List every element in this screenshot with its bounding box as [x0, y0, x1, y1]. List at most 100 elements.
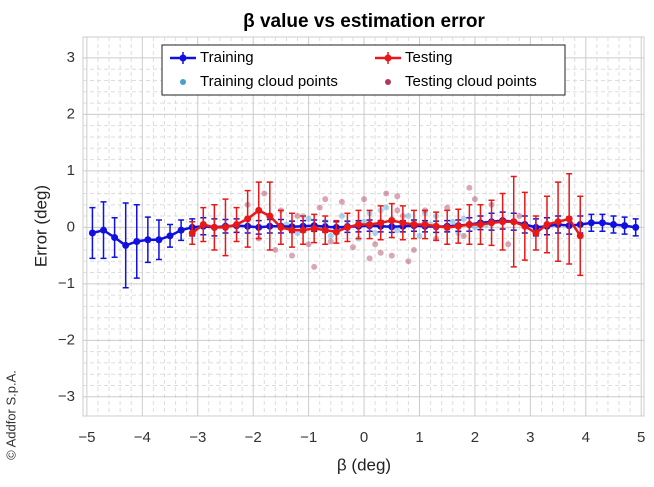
- cloud-point: [471, 224, 478, 231]
- marker: [111, 234, 119, 242]
- marker: [476, 221, 484, 229]
- marker: [621, 222, 629, 230]
- marker: [288, 226, 296, 234]
- legend-marker: [385, 79, 391, 85]
- cloud-point: [288, 252, 295, 259]
- marker: [166, 232, 174, 240]
- cloud-point: [471, 196, 478, 203]
- marker: [632, 223, 640, 231]
- legend-box: [161, 44, 566, 96]
- x-tick-label: −4: [134, 429, 151, 446]
- cloud-point: [416, 232, 423, 239]
- legend-label: Testing cloud points: [405, 73, 537, 90]
- x-tick-label: 2: [471, 429, 479, 446]
- marker: [310, 224, 318, 232]
- marker: [199, 221, 207, 229]
- marker: [587, 219, 595, 227]
- marker: [210, 223, 218, 231]
- marker: [122, 241, 130, 249]
- marker: [532, 229, 540, 237]
- x-tick-label: 4: [582, 429, 590, 446]
- x-tick-label: 5: [637, 429, 645, 446]
- cloud-point: [261, 190, 268, 197]
- x-tick-label: −1: [300, 429, 317, 446]
- cloud-point: [305, 241, 312, 248]
- chart-title: β value vs estimation error: [243, 11, 485, 32]
- cloud-point: [410, 246, 417, 253]
- y-tick-label: −1: [58, 275, 75, 292]
- cloud-point: [311, 263, 318, 270]
- marker: [133, 237, 141, 245]
- marker: [299, 226, 307, 234]
- cloud-point: [466, 184, 473, 191]
- y-tick-label: −2: [58, 331, 75, 348]
- x-tick-label: −2: [245, 429, 262, 446]
- marker: [221, 223, 229, 231]
- y-tick-label: 3: [67, 49, 75, 66]
- marker: [576, 232, 584, 240]
- y-tick-label: −3: [58, 388, 75, 405]
- marker: [177, 226, 185, 234]
- marker: [277, 223, 285, 231]
- marker: [465, 221, 473, 229]
- cloud-point: [294, 213, 301, 220]
- x-tick-label: 1: [415, 429, 423, 446]
- marker: [321, 226, 329, 234]
- marker: [255, 206, 263, 214]
- marker: [598, 219, 606, 227]
- cloud-point: [460, 215, 467, 222]
- cloud-point: [361, 196, 368, 203]
- watermark: © Addfor S.p.A.: [3, 370, 18, 460]
- marker: [488, 219, 496, 227]
- y-tick-label: 2: [67, 105, 75, 122]
- marker: [332, 228, 340, 236]
- x-axis-label: β (deg): [337, 455, 391, 474]
- cloud-point: [394, 227, 401, 234]
- cloud-point: [449, 218, 456, 225]
- marker: [388, 217, 396, 225]
- y-axis-label: Error (deg): [31, 185, 50, 267]
- cloud-point: [405, 258, 412, 265]
- cloud-point: [460, 232, 467, 239]
- legend-marker: [179, 54, 187, 62]
- marker: [521, 222, 529, 230]
- cloud-point: [338, 198, 345, 205]
- cloud-point: [294, 229, 301, 236]
- cloud-point: [327, 232, 334, 239]
- cloud-point: [405, 213, 412, 220]
- marker: [565, 215, 573, 223]
- legend-marker: [180, 79, 186, 85]
- cloud-point: [388, 252, 395, 259]
- cloud-point: [516, 213, 523, 220]
- cloud-point: [361, 218, 368, 225]
- cloud-point: [383, 204, 390, 211]
- legend-label: Testing: [405, 49, 453, 66]
- legend-marker: [384, 54, 392, 62]
- cloud-point: [394, 193, 401, 200]
- marker: [188, 229, 196, 237]
- cloud-point: [338, 213, 345, 220]
- cloud-point: [316, 204, 323, 211]
- marker: [399, 219, 407, 227]
- cloud-point: [377, 249, 384, 256]
- marker: [432, 222, 440, 230]
- marks: [88, 172, 640, 289]
- marker: [155, 236, 163, 244]
- marker: [88, 229, 96, 237]
- cloud-point: [444, 204, 451, 211]
- cloud-point: [366, 255, 373, 262]
- x-tick-label: 3: [526, 429, 534, 446]
- legend-label: Training: [200, 49, 254, 66]
- marker: [343, 223, 351, 231]
- cloud-point: [322, 196, 329, 203]
- legend-label: Training cloud points: [200, 73, 338, 90]
- marker: [144, 236, 152, 244]
- cloud-point: [272, 246, 279, 253]
- cloud-point: [505, 241, 512, 248]
- x-tick-label: −3: [189, 429, 206, 446]
- marker: [410, 221, 418, 229]
- marker: [377, 219, 385, 227]
- x-tick-label: −5: [78, 429, 95, 446]
- marker: [421, 221, 429, 229]
